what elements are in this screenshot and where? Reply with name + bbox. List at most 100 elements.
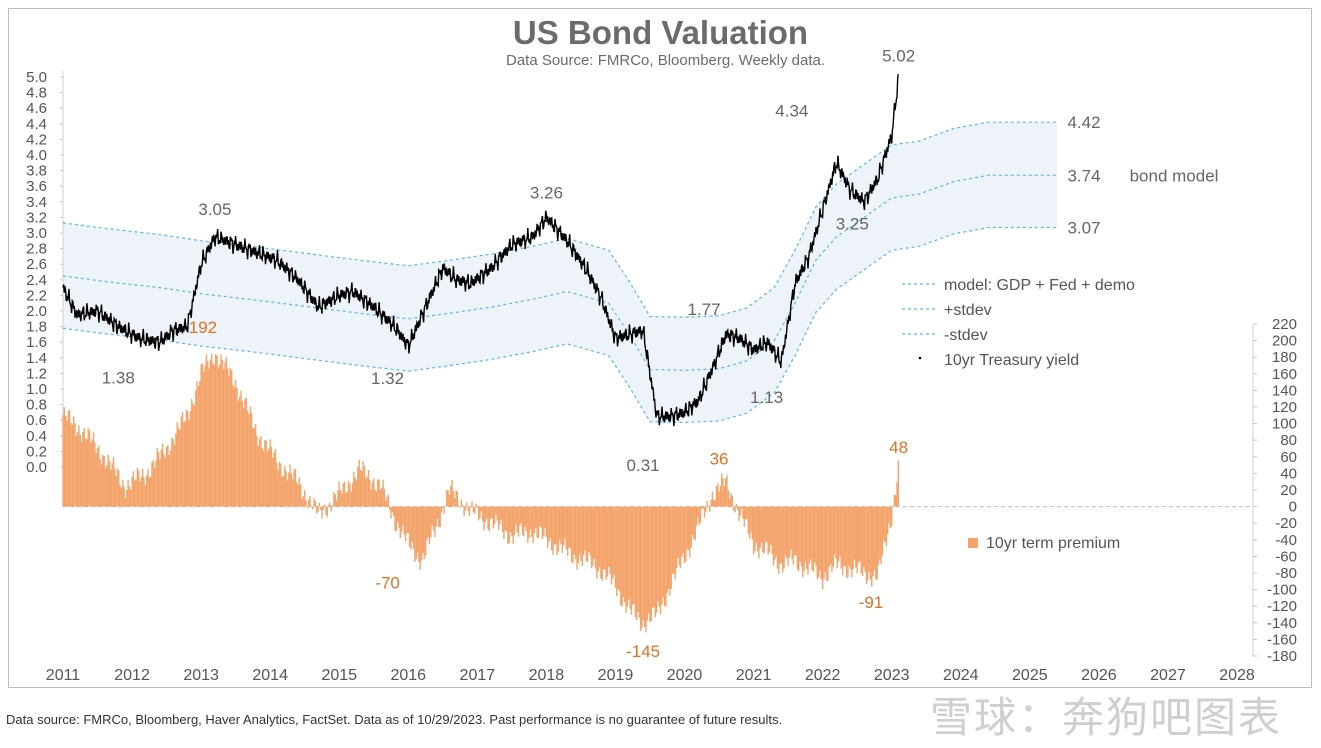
- left-axis-tick-label: 1.8: [26, 319, 47, 336]
- term-premium-bar: [209, 359, 212, 507]
- term-premium-bar: [335, 500, 338, 507]
- left-axis-tick-label: 2.2: [26, 287, 47, 304]
- term-premium-bar: [711, 491, 714, 507]
- term-premium-bar: [693, 506, 695, 539]
- term-premium-bar: [845, 506, 848, 579]
- term-premium-bar: [770, 506, 772, 545]
- term-premium-bar: [752, 506, 755, 555]
- term-premium-bar: [609, 506, 611, 574]
- term-premium-bar: [431, 506, 433, 526]
- term-premium-bar: [706, 500, 708, 507]
- term-premium-bar: [568, 506, 570, 548]
- term-premium-bar: [520, 506, 522, 523]
- term-premium-bar: [694, 506, 696, 541]
- term-premium-bar: [841, 506, 844, 576]
- term-premium-bar: [224, 362, 226, 507]
- term-premium-bar: [326, 506, 328, 518]
- term-premium-bar: [565, 506, 567, 550]
- term-premium-bar: [345, 492, 347, 507]
- term-premium-bar: [497, 506, 500, 531]
- term-premium-bar: [717, 483, 719, 507]
- term-premium-bar: [71, 424, 73, 507]
- term-premium-bar: [499, 506, 501, 525]
- term-premium-bar: [523, 506, 525, 537]
- term-premium-bar: [183, 422, 185, 507]
- annotation-label: 5.02: [882, 46, 915, 65]
- term-premium-bar: [196, 380, 198, 507]
- term-premium-bar: [177, 427, 180, 507]
- term-premium-bar: [233, 387, 235, 507]
- left-axis-tick-label: 3.6: [26, 178, 47, 195]
- term-premium-bar: [472, 506, 475, 513]
- term-premium-bar: [772, 506, 775, 566]
- term-premium-bar: [339, 490, 342, 507]
- term-premium-bar: [462, 505, 464, 507]
- term-premium-bar: [435, 506, 437, 527]
- term-premium-bar: [835, 506, 837, 559]
- term-premium-bar: [616, 506, 618, 597]
- term-premium-bar: [349, 483, 351, 507]
- term-premium-bar: [310, 506, 312, 508]
- term-premium-bar: [743, 506, 745, 527]
- term-premium-bar: [281, 476, 283, 507]
- term-premium-bar: [415, 506, 417, 560]
- term-premium-bar: [521, 506, 524, 535]
- term-premium-bar: [710, 500, 712, 507]
- term-premium-bar: [454, 498, 456, 507]
- term-premium-bar: [543, 506, 545, 537]
- term-premium-bar: [242, 408, 245, 507]
- term-premium-bar: [844, 506, 846, 567]
- term-premium-bar: [238, 396, 241, 507]
- term-premium-bar: [617, 506, 619, 590]
- term-premium-bar: [665, 506, 667, 607]
- term-premium-bar: [98, 445, 100, 507]
- term-premium-bar: [775, 506, 777, 557]
- term-premium-bar: [624, 506, 626, 603]
- term-premium-bar: [234, 379, 237, 507]
- term-premium-bar: [763, 506, 765, 554]
- term-premium-bar: [636, 506, 638, 621]
- term-premium-bar: [110, 469, 112, 507]
- term-premium-bar: [582, 506, 585, 555]
- term-premium-bar: [338, 481, 340, 507]
- term-premium-bar: [807, 506, 809, 575]
- term-premium-bar: [322, 506, 324, 510]
- term-premium-bar: [606, 506, 609, 577]
- term-premium-bar: [367, 470, 370, 507]
- term-premium-bar: [525, 506, 528, 531]
- term-premium-bar: [144, 485, 146, 507]
- term-premium-bar: [467, 506, 469, 511]
- term-premium-bar: [236, 387, 238, 507]
- term-premium-bar: [742, 506, 744, 519]
- term-premium-bar: [766, 506, 768, 543]
- term-premium-bar: [800, 506, 803, 567]
- term-premium-bar: [416, 506, 419, 553]
- term-premium-bar: [463, 506, 465, 517]
- chart-frame: [8, 8, 1312, 688]
- term-premium-bar: [104, 467, 107, 507]
- term-premium-bar: [314, 501, 316, 507]
- term-premium-bar: [569, 506, 571, 549]
- x-axis-tick-label: 2020: [667, 667, 703, 684]
- term-premium-bar: [446, 490, 448, 507]
- term-premium-bar: [319, 506, 322, 510]
- term-premium-bar: [613, 506, 615, 575]
- term-premium-bar: [377, 479, 379, 507]
- term-premium-bar: [509, 506, 512, 533]
- term-premium-bar: [540, 506, 542, 528]
- term-premium-bar: [646, 506, 648, 621]
- term-premium-bar: [95, 453, 97, 507]
- term-premium-bar: [412, 506, 415, 549]
- left-axis-tick-label: 0.2: [26, 443, 47, 460]
- term-premium-bar: [585, 506, 587, 561]
- term-premium-bar: [738, 506, 740, 522]
- term-premium-bar: [365, 478, 367, 507]
- minus-stdev-line: [62, 226, 1058, 424]
- x-axis-tick-label: 2022: [805, 667, 841, 684]
- term-premium-bar: [652, 506, 654, 608]
- term-premium-bar: [254, 423, 257, 507]
- legend-label: model: GDP + Fed + demo: [944, 277, 1135, 294]
- term-premium-bar: [155, 460, 157, 507]
- term-premium-bar: [559, 506, 561, 541]
- term-premium-bar: [768, 506, 771, 553]
